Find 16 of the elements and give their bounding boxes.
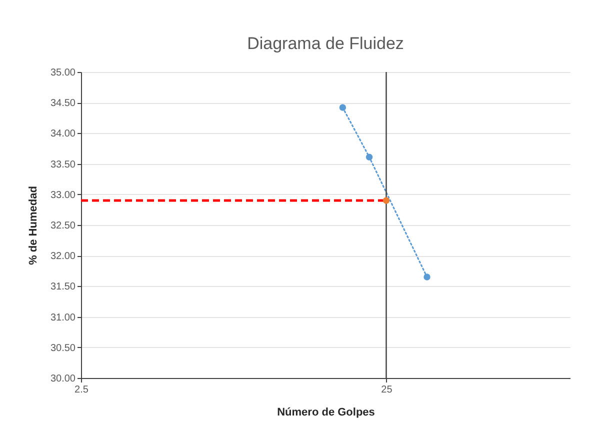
- y-tick-label: 30.50: [50, 342, 76, 354]
- x-axis-title: Número de Golpes: [277, 406, 375, 418]
- y-tick-label: 33.00: [50, 190, 76, 201]
- y-tick-label: 35.00: [50, 68, 76, 78]
- x-tick-label: 2.5: [74, 384, 89, 396]
- y-axis-title: % de Humedad: [27, 186, 40, 265]
- chart-title: Diagrama de Fluidez: [247, 34, 404, 53]
- y-tick-label: 32.50: [50, 220, 76, 232]
- y-tick-label: 31.50: [50, 282, 76, 293]
- y-tick-label: 32.00: [50, 251, 76, 262]
- x-tick-label: 25: [381, 384, 393, 396]
- y-tick-label: 34.00: [50, 128, 76, 140]
- y-tick-label: 30.00: [50, 374, 76, 384]
- y-tick-label: 33.50: [50, 159, 76, 170]
- y-tick-label: 31.00: [50, 312, 76, 324]
- y-tick-label: 34.50: [50, 98, 76, 110]
